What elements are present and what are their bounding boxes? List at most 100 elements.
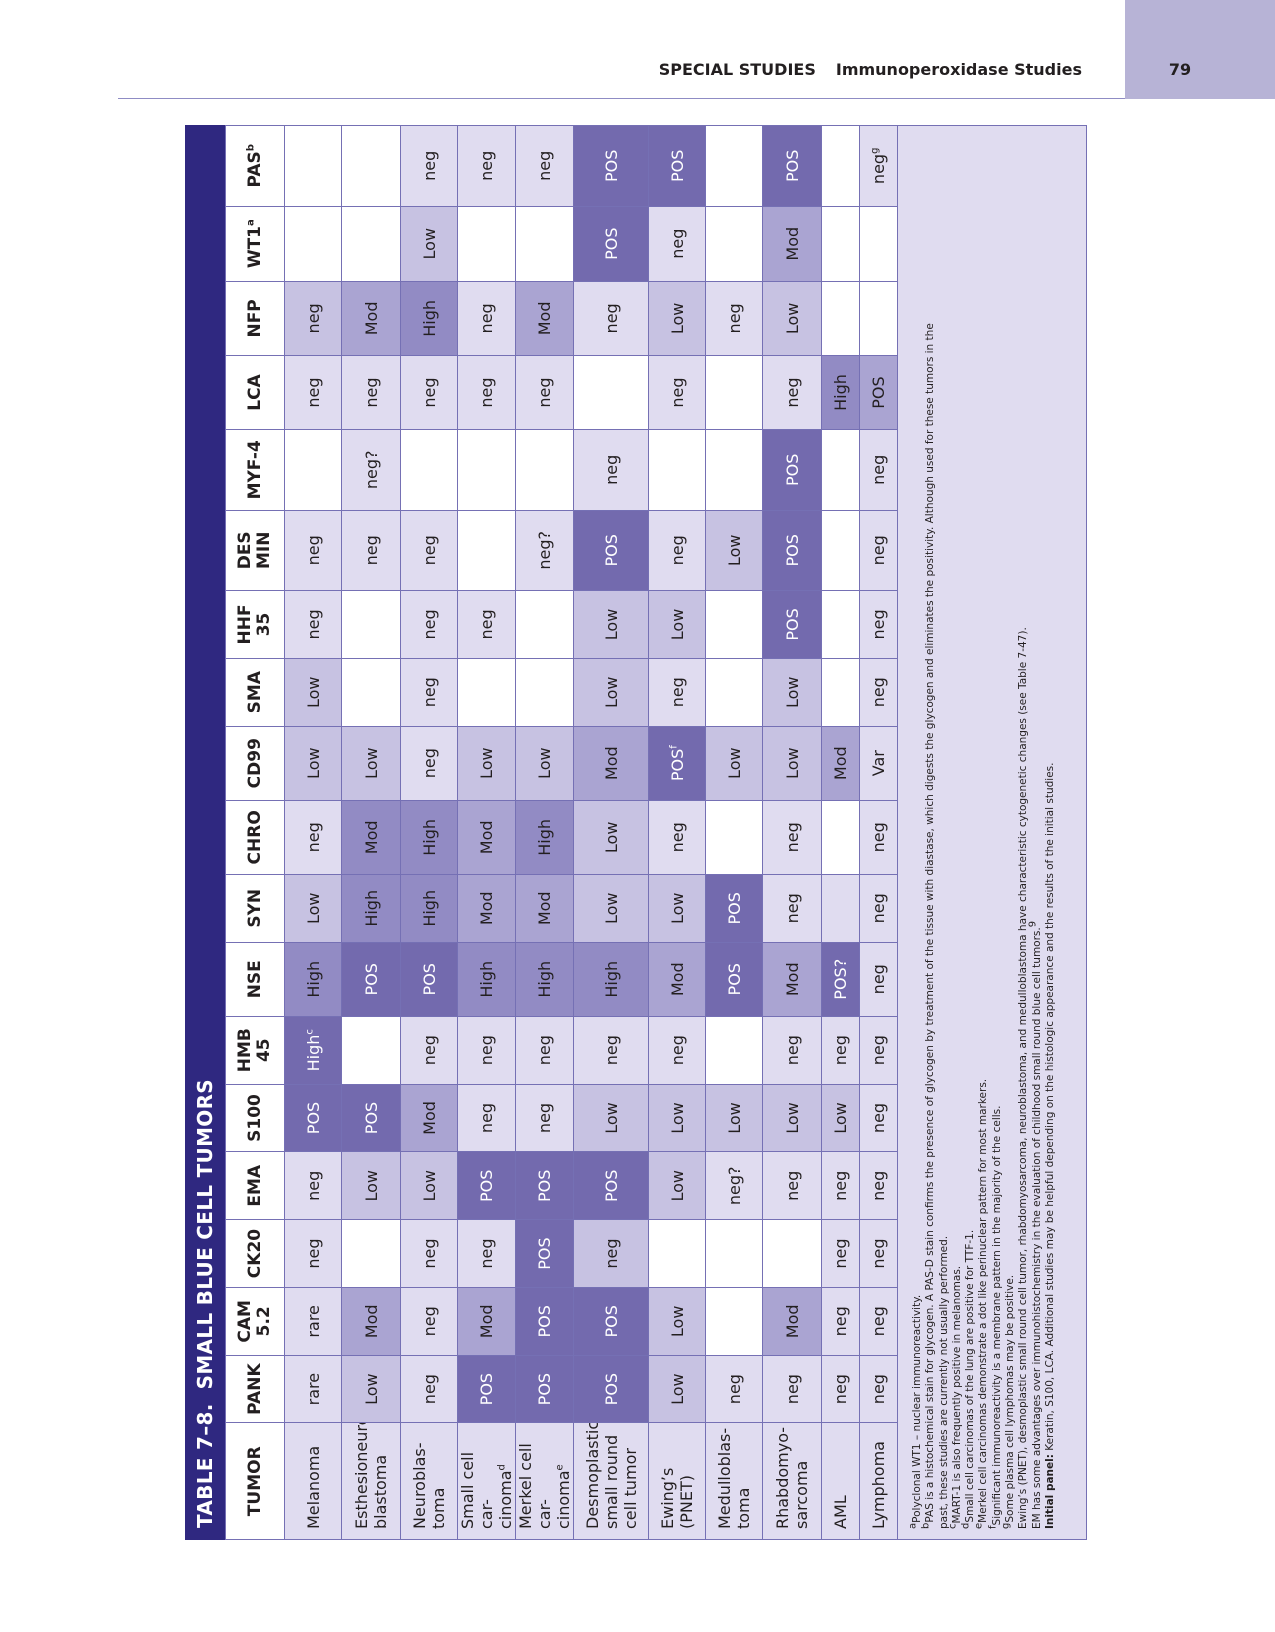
stain-result-cell: POS [457,1355,516,1423]
stain-result-cell: neg [400,1016,458,1085]
stain-table: TUMOR PANK CAM 5.2 CK20 EMA S100 HMB 45 NSE SYN CHR… [225,125,898,1540]
tumor-name-line: toma [429,1487,448,1529]
stain-result-cell: neg [341,510,401,591]
stain-result-cell [705,355,763,430]
stain-result: POS [667,149,687,183]
tumor-name-line: Lymphoma [869,1441,888,1529]
stain-result: POS [667,748,687,782]
stain-result-cell: Mod [515,281,574,356]
column-header: CK20 [225,1219,285,1288]
stain-result-cell [341,125,401,207]
stain-result-cell: neg [400,658,458,727]
stain-result: neg [869,1306,888,1337]
stain-result-cell: neg [400,1287,458,1356]
stain-result-cell: Mod [762,1287,822,1356]
stain-result-cell: neg [284,1151,342,1220]
column-header-label: CK20 [244,1228,265,1279]
stain-result: Low [601,1102,621,1134]
stain-result-cell: Low [648,874,706,943]
stain-result: Low [724,747,744,779]
stain-result: High [601,960,621,998]
stain-result-cell: neg [821,1219,860,1288]
stain-result: Low [667,608,687,641]
footnote-marker: c [947,1523,959,1530]
stain-result: neg [303,377,323,408]
stain-result-cell: neg [859,1016,898,1085]
stain-result-cell: POS [573,1355,649,1423]
footnote-text: PAS is a histochemical stain for glycoge… [924,323,937,1523]
column-header: HMB 45 [225,1016,285,1085]
stain-result: neg [477,1102,496,1134]
stain-result-cell: Low [648,281,706,356]
stain-result-cell [341,1016,401,1085]
column-header-label-line2: 5.2 [254,1306,274,1337]
stain-result: Mod [782,962,802,997]
stain-result-cell: POS [515,1287,574,1356]
reference-marker: 9 [1027,920,1039,928]
stain-result-cell: POS [341,1084,401,1152]
stain-result-cell [821,800,860,875]
stain-result: High [477,960,496,998]
stain-result-cell [821,281,860,356]
stain-result-cell: neg [400,1219,458,1288]
column-header: SMA [225,658,285,727]
stain-result-cell: POS [705,942,763,1017]
footnote-line: EM has some advantages over immunohistoc… [1027,136,1044,1529]
stain-result-cell: neg [821,1016,860,1085]
stain-result: neg [869,677,888,708]
column-header: CD99 [225,726,285,801]
stain-result: POS [601,534,621,567]
stain-result: Low [419,1170,439,1202]
stain-result-cell [648,1219,706,1288]
stain-result-cell: High [515,942,574,1017]
stain-result: POS [724,892,744,925]
column-header: NFP [225,281,285,356]
stain-result: neg [419,1238,439,1269]
stain-result: POS [601,1169,621,1202]
stain-result: Mod [782,226,802,261]
column-header-label: CHRO [244,810,265,865]
column-header: MYF-4 [225,429,285,511]
footnote-line: dSmall cell carcinomas of the lung are p… [961,136,977,1529]
column-header: TUMOR [225,1423,285,1540]
table-row: Neuroblas-toma neg neg neg Low Mod neg POS High H… [400,125,458,1540]
stain-result: neg [869,822,888,853]
stain-result: neg [601,1238,621,1269]
stain-result: neg [535,377,554,408]
stain-result-cell: neg [859,658,898,727]
stain-result-cell: neg? [705,1151,763,1220]
stain-result: High [535,960,554,998]
stain-result-cell: POS [457,1151,516,1220]
stain-result: Low [782,302,802,335]
stain-result-cell: Mod [762,206,822,282]
table-title: SMALL BLUE CELL TUMORS [193,1079,217,1390]
stain-result-cell: POS [284,1084,342,1152]
stain-result: Low [667,1102,687,1134]
stain-result: Low [782,676,802,708]
footnote-marker: c [304,1029,316,1035]
stain-result-cell: Low [341,726,401,801]
footnote-text: Significant immunoreactivity is a membra… [990,1105,1003,1526]
table-row: Desmoplastic small round cell tumor POS POS n… [573,125,649,1540]
stain-result-cell: neg [457,1084,516,1152]
stain-result: neg [782,1170,802,1201]
stain-result: rare [303,1372,323,1406]
stain-result-cell: POS? [821,942,860,1017]
footnote-marker: a [244,219,256,226]
stain-result-cell: neg [284,1219,342,1288]
column-header: DES MIN [225,510,285,591]
footnote-marker: b [244,144,256,152]
stain-result-cell: Low [821,1084,860,1152]
stain-result: Mod [601,746,621,781]
stain-result-cell: neg [341,355,401,430]
stain-result: neg [303,609,323,640]
stain-result-cell [705,1287,763,1356]
stain-result: Mod [667,962,687,997]
stain-result-cell: neg [284,590,342,659]
footnote-text: EM has some advantages over immunohistoc… [1030,927,1043,1529]
column-header-label: NSE [244,960,265,999]
running-head: SPECIAL STUDIES Immunoperoxidase Studies [659,60,1082,79]
stain-result: neg [869,893,888,924]
stain-result: Mod [535,891,554,926]
footnote-marker: e [973,1522,985,1529]
